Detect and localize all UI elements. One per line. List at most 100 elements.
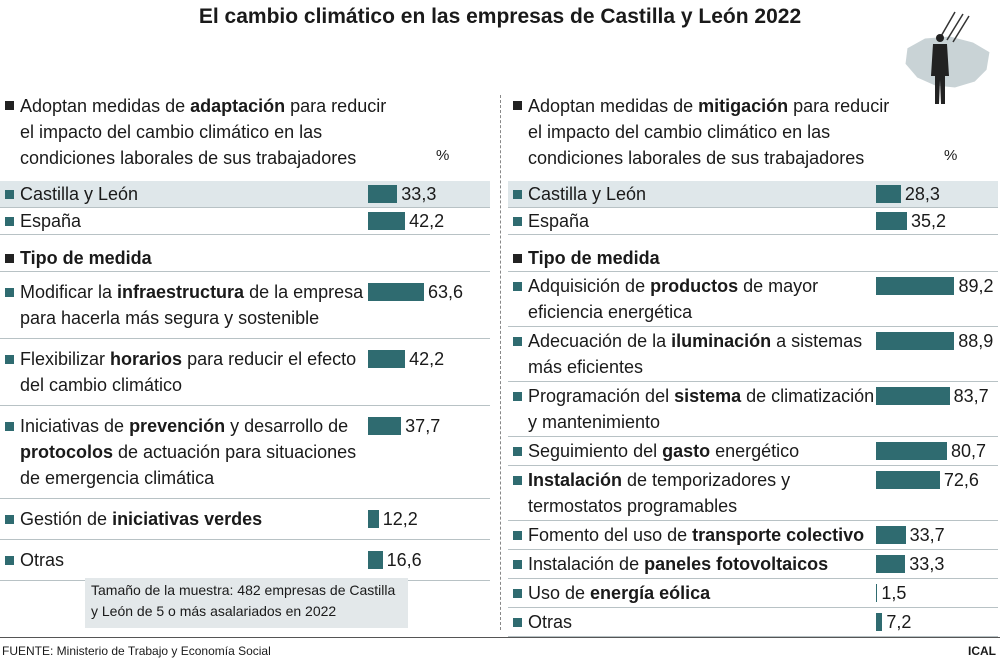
bar-row: Castilla y León 33,3: [0, 181, 490, 208]
bar-row: Adquisición de productos de mayor eficie…: [508, 272, 998, 327]
bullet: [513, 190, 522, 199]
text: para reducir el efecto del cambio climát…: [20, 349, 357, 395]
bullet: [513, 447, 522, 456]
bold-text: prevención: [129, 416, 226, 436]
text: para reducir el impacto del cambio climá…: [20, 96, 387, 168]
value-label: 33,7: [909, 525, 945, 545]
bar-cell: 28,3: [876, 181, 940, 207]
bullet: [513, 101, 522, 110]
rows: Castilla y León 28,3 España 35,2 Tipo de med…: [508, 181, 998, 637]
bold-text: productos: [650, 276, 739, 296]
section-row: Tipo de medida: [508, 235, 998, 272]
bar-cell: 1,5: [876, 580, 906, 606]
text: Seguimiento del: [528, 441, 663, 461]
text: de mayor eficiencia energética: [528, 276, 819, 322]
value-label: 33,3: [401, 184, 437, 204]
value-label: 35,2: [910, 211, 947, 231]
bar: [368, 283, 424, 301]
bar-cell: 35,2: [876, 208, 946, 234]
bar-row: Gestión de iniciativas verdes 12,2: [0, 499, 490, 540]
bar-row: España 42,2: [0, 208, 490, 235]
bold-text: iniciativas verdes: [112, 509, 263, 529]
bar: [876, 442, 948, 460]
bar: [876, 613, 883, 631]
bar-row: Modificar la infraestructura de la empre…: [0, 272, 490, 339]
text: Iniciativas de: [20, 416, 130, 436]
bar: [368, 551, 383, 569]
bold-text: sistema: [674, 386, 742, 406]
bold-text: Instalación: [528, 470, 623, 490]
bullet: [5, 515, 14, 524]
map-icon: [904, 11, 991, 104]
bar: [368, 417, 402, 435]
title: El cambio climático en las empresas de C…: [198, 5, 802, 28]
bullet: [513, 618, 522, 627]
mitigation-panel: Adoptan medidas de mitigación para reduc…: [508, 93, 998, 637]
bar-row: Programación del sistema de climatizació…: [508, 382, 998, 437]
bar-cell: 7,2: [876, 609, 911, 635]
category-label: Adecuación de la iluminación a sistemas …: [508, 328, 876, 380]
bold-text: energía eólica: [590, 583, 711, 603]
bar-row: Otras 16,6: [0, 540, 490, 581]
unit: %: [944, 147, 958, 164]
bar-row: Instalación de paneles fotovoltaicos 33,3: [508, 550, 998, 579]
bar: [876, 185, 901, 203]
text: Modificar la: [20, 282, 118, 302]
text: Adquisición de: [528, 276, 651, 296]
text: para reducir el impacto del cambio climá…: [528, 96, 890, 168]
panel-heading: Adoptan medidas de adaptación para reduc…: [0, 93, 449, 171]
category-label: Iniciativas de prevención y desarrollo d…: [0, 413, 368, 491]
bullet: [5, 422, 14, 431]
value-label: 37,7: [405, 416, 441, 436]
bullet: [513, 337, 522, 346]
value-label: 33,3: [909, 554, 945, 574]
value-label: 12,2: [382, 509, 418, 529]
bullet: [513, 254, 522, 263]
bar-cell: 83,7: [876, 383, 989, 409]
bar-cell: 16,6: [368, 547, 422, 573]
text: de climatización y mantenimiento: [528, 386, 875, 432]
bullet: [5, 556, 14, 565]
bold-text: transporte colectivo: [692, 525, 865, 545]
bold-text: paneles fotovoltaicos: [644, 554, 829, 574]
bar: [368, 350, 406, 368]
adaptation-panel: Adoptan medidas de adaptación para reduc…: [0, 93, 490, 581]
bar: [876, 526, 906, 544]
text: y desarrollo de: [225, 416, 349, 436]
category-label: Otras: [508, 609, 876, 635]
bar-cell: 37,7: [368, 413, 440, 439]
rows: Castilla y León 33,3 España 42,2 Tipo de med…: [0, 181, 490, 581]
bar-cell: 12,2: [368, 506, 418, 532]
bar-cell: 42,2: [368, 346, 444, 372]
bar: [876, 212, 907, 230]
bar-cell: 33,3: [876, 551, 944, 577]
bullet: [5, 101, 14, 110]
category-label: Gestión de iniciativas verdes: [0, 506, 368, 532]
text: Castilla y León: [20, 184, 139, 204]
bar-cell: 33,7: [876, 522, 945, 548]
bar-cell: 72,6: [876, 467, 979, 493]
text: España: [528, 211, 590, 231]
bar-row: España 35,2: [508, 208, 998, 235]
bar: [876, 277, 955, 295]
bar-cell: 89,2: [876, 273, 994, 299]
bold-text: protocolos: [20, 442, 113, 462]
bar-row: Adecuación de la iluminación a sistemas …: [508, 327, 998, 382]
bullet: [513, 476, 522, 485]
section-row: Tipo de medida: [0, 235, 490, 272]
sample-note: Tamaño de la muestra: 482 empresas de Ca…: [85, 578, 408, 628]
bar-row: Uso de energía eólica 1,5: [508, 579, 998, 608]
bullet: [5, 254, 14, 263]
category-label: España: [508, 208, 876, 234]
bar: [876, 584, 878, 602]
bar-row: Flexibilizar horarios para reducir el ef…: [0, 339, 490, 406]
text: Programación del: [528, 386, 675, 406]
value-label: 42,2: [409, 349, 445, 369]
bullet: [513, 589, 522, 598]
value-label: 80,7: [951, 441, 987, 461]
text: Castilla y León: [528, 184, 647, 204]
value-label: 63,6: [427, 282, 463, 302]
bar-cell: 33,3: [368, 181, 436, 207]
bullet: [5, 190, 14, 199]
bar-cell: 42,2: [368, 208, 444, 234]
